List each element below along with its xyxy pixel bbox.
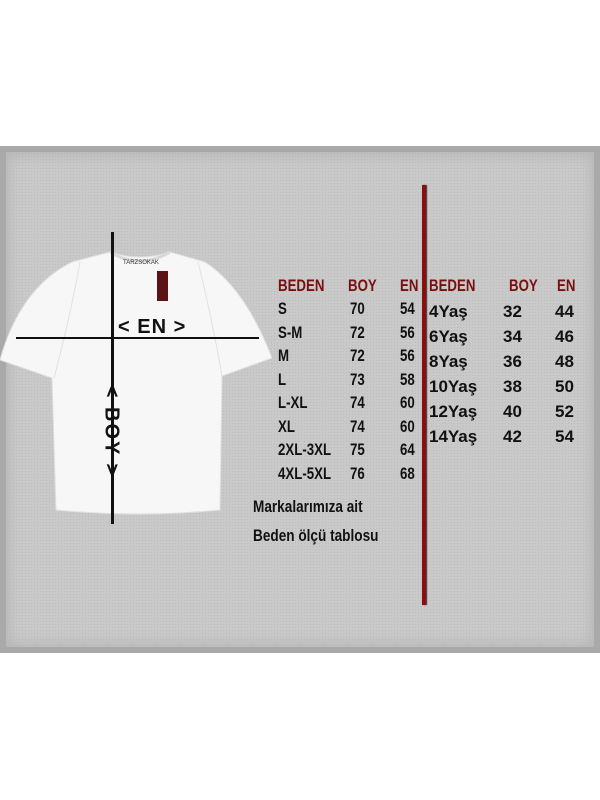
size-chart-board	[0, 146, 600, 653]
table-cell: 60	[400, 393, 415, 412]
table-cell: 2XL-3XL	[278, 440, 332, 459]
table-cell: 34	[503, 327, 522, 346]
table-cell: 4XL-5XL	[278, 463, 332, 483]
length-label: < BOY >	[100, 385, 123, 478]
column-header: EN	[400, 276, 419, 295]
table-cell: 8Yaş	[429, 352, 468, 371]
column-header: BOY	[348, 276, 377, 295]
table-cell: 74	[350, 416, 365, 436]
table-cell: 10Yaş	[429, 377, 478, 396]
table-cell: 54	[400, 299, 415, 318]
table-cell: 60	[400, 416, 415, 436]
note-line-1: Markalarımıza ait	[253, 497, 363, 516]
table-cell: 48	[555, 352, 574, 371]
brand-label: TARZSOKAK	[123, 260, 159, 266]
table-cell: 64	[400, 440, 415, 459]
table-cell: L-XL	[278, 393, 308, 412]
table-cell: M	[278, 346, 290, 365]
table-cell: 46	[555, 327, 574, 346]
table-cell: 40	[503, 402, 522, 421]
tshirt-image	[0, 250, 273, 515]
table-cell: 73	[350, 369, 365, 389]
table-cell: S	[278, 299, 287, 318]
table-divider	[422, 185, 426, 605]
column-header: BEDEN	[429, 276, 476, 295]
table-cell: 36	[503, 352, 522, 371]
table-cell: 58	[400, 369, 415, 389]
table-cell: 6Yaş	[429, 327, 468, 346]
table-cell: 38	[503, 377, 522, 396]
table-cell: L	[278, 369, 287, 389]
table-cell: 76	[350, 463, 365, 483]
table-cell: 4Yaş	[429, 302, 468, 321]
column-header: BOY	[509, 276, 538, 295]
brand-tag	[157, 271, 168, 301]
table-cell: 68	[400, 463, 415, 483]
width-measure-line	[16, 337, 259, 339]
table-cell: 72	[350, 346, 365, 365]
table-cell: 32	[503, 302, 522, 321]
table-cell: 14Yaş	[429, 427, 478, 446]
table-cell: 56	[400, 322, 415, 342]
table-cell: 70	[350, 299, 365, 318]
column-header: BEDEN	[278, 276, 325, 295]
table-cell: 50	[555, 377, 574, 396]
table-cell: 72	[350, 322, 365, 342]
table-cell: 75	[350, 440, 365, 459]
table-cell: 74	[350, 393, 365, 412]
table-cell: 44	[555, 302, 574, 321]
length-measure-line	[111, 232, 114, 524]
table-cell: XL	[278, 416, 295, 436]
table-cell: 12Yaş	[429, 402, 478, 421]
table-cell: 56	[400, 346, 415, 365]
table-cell: S-M	[278, 322, 303, 342]
width-label: < EN >	[118, 316, 187, 338]
table-cell: 54	[555, 427, 574, 446]
table-cell: 52	[555, 402, 574, 421]
note-line-2: Beden ölçü tablosu	[253, 526, 379, 545]
table-cell: 42	[503, 427, 522, 446]
column-header: EN	[557, 276, 576, 295]
